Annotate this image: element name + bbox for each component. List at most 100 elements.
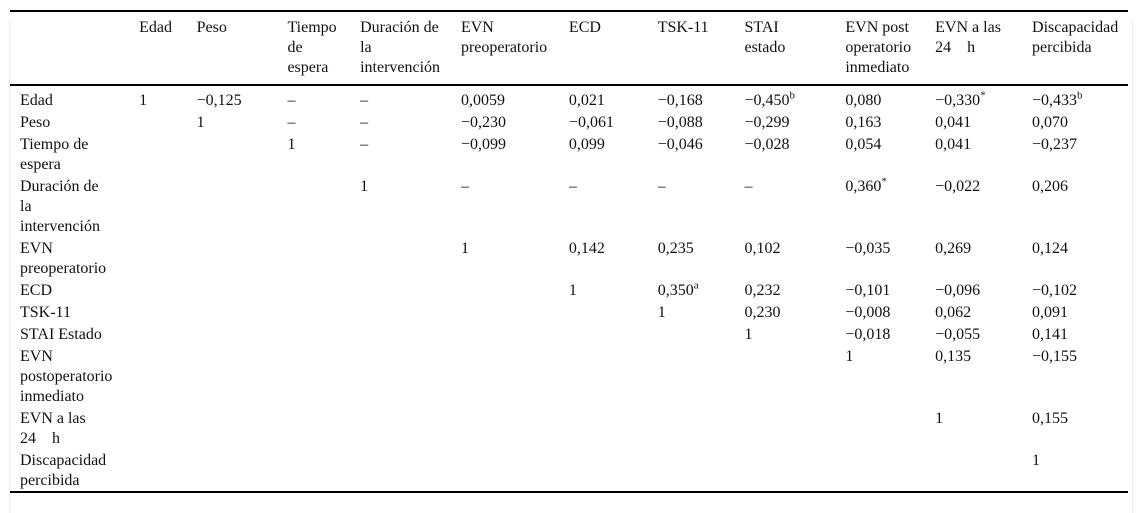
- table-cell: 0,232: [744, 282, 781, 299]
- significance-marker: a: [693, 279, 699, 292]
- table-cell: 1: [657, 304, 666, 321]
- table-cell: 0,091: [1032, 304, 1069, 321]
- row-label: Discapacidad percibida: [20, 452, 107, 489]
- table-cell: 1: [196, 114, 205, 131]
- table-cell: [197, 301, 288, 323]
- table-cell: 0,054: [845, 136, 882, 153]
- table-cell: 0,135: [935, 348, 972, 365]
- table-cell: [287, 449, 360, 492]
- row-label: TSK-11: [20, 304, 71, 321]
- table-cell: [569, 345, 658, 407]
- row-label: ECD: [20, 282, 52, 299]
- table-cell: 1: [1032, 452, 1041, 469]
- row-label: EVN postoperatorio inmediato: [20, 348, 113, 405]
- table-cell: [197, 449, 288, 492]
- table-cell: 1: [568, 282, 577, 299]
- table-cell: 1: [845, 348, 854, 365]
- table-cell: −0,125: [196, 92, 242, 109]
- table-cell: [360, 323, 461, 345]
- table-cell: [139, 237, 197, 279]
- significance-marker: *: [980, 89, 986, 102]
- significance-marker: *: [881, 175, 887, 188]
- table-cell: [197, 175, 288, 237]
- table-cell: [197, 237, 288, 279]
- table-cell: –: [744, 178, 753, 195]
- table-cell: [658, 449, 745, 492]
- table-cell: −0,330*: [935, 89, 986, 109]
- table-cell: −0,230: [460, 114, 506, 131]
- table-row: EVN preoperatorio 1 0,142 0,235 0,102 −0,035 0…: [10, 237, 1128, 279]
- table-cell: [197, 407, 288, 449]
- table-cell: [197, 345, 288, 407]
- row-label: EVN a las 24 h: [20, 410, 86, 447]
- significance-marker: b: [1077, 89, 1083, 102]
- table-cell: 1: [139, 92, 148, 109]
- column-header: TSK-11: [657, 19, 709, 36]
- table-cell: 0,142: [568, 240, 605, 257]
- table-cell: 1: [287, 136, 296, 153]
- table-cell: [360, 407, 461, 449]
- table-cell: [569, 407, 658, 449]
- table-cell: [360, 301, 461, 323]
- table-cell: [139, 407, 197, 449]
- table-row: Peso 1 – – −0,230 −0,061 −0,088 −0,299 0,163 0,04…: [10, 111, 1128, 133]
- table-cell: [139, 301, 197, 323]
- table-body: Edad 1 −0,125 – – 0,0059 0,021 −0,168 −0,450b 0,0…: [10, 85, 1128, 492]
- table-cell: −0,168: [657, 92, 703, 109]
- table-cell: [461, 345, 569, 407]
- table-cell: [139, 175, 197, 237]
- table-cell: [461, 279, 569, 301]
- column-header: Tiempo de espera: [287, 19, 337, 76]
- table-cell: [139, 133, 197, 175]
- row-label: Edad: [20, 92, 53, 109]
- table-cell: [287, 175, 360, 237]
- table-row: Edad 1 −0,125 – – 0,0059 0,021 −0,168 −0,450b 0,0…: [10, 85, 1128, 111]
- table-cell: −0,102: [1032, 282, 1078, 299]
- table-cell: 0,269: [935, 240, 972, 257]
- table-cell: [845, 407, 935, 449]
- table-cell: [845, 449, 935, 492]
- table-cell: –: [360, 114, 369, 131]
- table-row: Discapacidad percibida 1: [10, 449, 1128, 492]
- table-cell: [139, 111, 197, 133]
- row-label: Tiempo de espera: [20, 136, 89, 173]
- table-cell: [744, 407, 845, 449]
- table-cell: [287, 279, 360, 301]
- page-left-edge: [9, 20, 10, 513]
- row-label: EVN preoperatorio: [20, 240, 107, 277]
- column-header: Duración de la intervención: [360, 19, 441, 76]
- table-cell: 0,0059: [460, 92, 505, 109]
- table-cell: −0,035: [845, 240, 891, 257]
- table-cell: 0,124: [1032, 240, 1069, 257]
- table-cell: [360, 449, 461, 492]
- table-cell: [744, 449, 845, 492]
- table-cell: −0,061: [568, 114, 614, 131]
- table-row: EVN a las 24 h 1 0,155: [10, 407, 1128, 449]
- table-cell: [287, 407, 360, 449]
- table-cell: [569, 301, 658, 323]
- table-row: Duración de la intervención 1 – – – – 0,360* −0…: [10, 175, 1128, 237]
- table-cell: [658, 323, 745, 345]
- table-cell: 0,080: [845, 92, 882, 109]
- table-cell: 0,230: [744, 304, 781, 321]
- table-cell: 1: [744, 326, 753, 343]
- table-cell: −0,055: [935, 326, 981, 343]
- table-cell: 1: [460, 240, 469, 257]
- table-cell: 0,062: [935, 304, 972, 321]
- table-cell: 0,235: [657, 240, 694, 257]
- table-cell: [197, 133, 288, 175]
- table-cell: 0,041: [935, 136, 972, 153]
- table-cell: [360, 345, 461, 407]
- table-cell: [287, 301, 360, 323]
- significance-marker: b: [789, 89, 796, 102]
- table-cell: 0,099: [568, 136, 605, 153]
- column-header: EVN a las 24 h: [935, 19, 1001, 56]
- table-cell: −0,096: [935, 282, 981, 299]
- table-cell: [744, 345, 845, 407]
- table-row: ECD 1 0,350a 0,232 −0,101 −0,096 −0,102: [10, 279, 1128, 301]
- table-cell: −0,299: [744, 114, 790, 131]
- table-cell: –: [460, 178, 469, 195]
- table-cell: [287, 237, 360, 279]
- table-cell: –: [568, 178, 577, 195]
- table-cell: −0,237: [1032, 136, 1078, 153]
